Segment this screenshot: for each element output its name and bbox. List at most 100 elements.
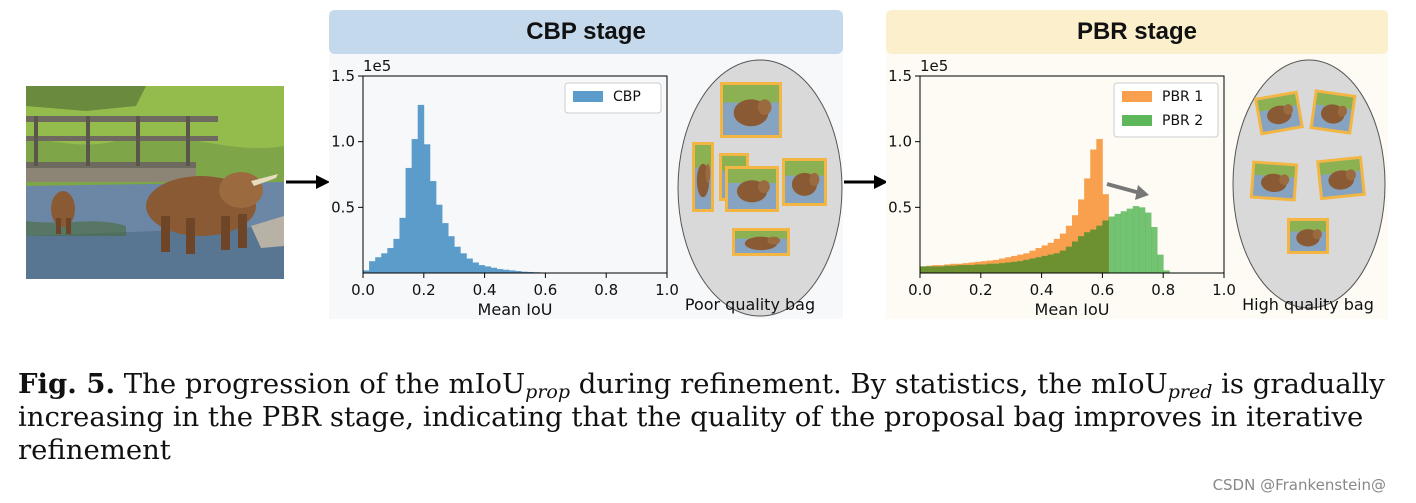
histogram-bar	[484, 266, 492, 273]
histogram-bar	[1096, 139, 1103, 273]
caption-text-3: is gradually increasing in the PBR stage…	[18, 368, 1385, 466]
x-tick-label: 0.4	[473, 281, 497, 299]
histogram-bar	[521, 271, 528, 273]
x-tick-label: 0.2	[969, 281, 993, 299]
high-bag-area: High quality bag	[1230, 58, 1388, 318]
proposal-box	[1254, 90, 1304, 136]
histogram-bar	[466, 258, 473, 273]
x-tick-label: 1.0	[1212, 281, 1236, 299]
overlap-bar	[992, 263, 1000, 273]
axes-frame	[362, 75, 668, 274]
pbr-stage-title: PBR stage	[1076, 18, 1198, 45]
proposal-box-cow-head	[705, 163, 711, 184]
legend-label: PBR 1	[1162, 89, 1203, 105]
overlap-bar	[974, 264, 982, 273]
x-tick-label: 1.0	[655, 281, 679, 299]
histogram-bar	[423, 144, 431, 273]
x-tick-label: 0.4	[1030, 281, 1054, 299]
overlap-bar	[1029, 258, 1036, 273]
histogram-bar	[515, 271, 522, 273]
legend-label: PBR 2	[1162, 113, 1203, 129]
overlap-bar	[986, 263, 994, 273]
proposal-box-grass	[728, 169, 776, 183]
figure-caption: Fig. 5. The progression of the mIoUprop …	[18, 368, 1403, 467]
histogram-bar	[375, 257, 382, 273]
proposal-box-grass	[695, 145, 711, 168]
x-tick-label: 0.8	[1151, 281, 1175, 299]
proposal-box-cow-head	[1345, 169, 1356, 181]
x-tick-label: 0.8	[594, 281, 618, 299]
histogram-bar	[435, 204, 443, 273]
cow-photo-image	[26, 86, 284, 279]
pbr-stage-header: PBR stage	[886, 10, 1388, 54]
legend-swatch	[1122, 91, 1152, 102]
poor-bag-label: Poor quality bag	[685, 295, 815, 314]
histogram-bar	[1084, 178, 1091, 273]
y-tick-label: 1.0	[331, 133, 355, 151]
overlap-bar	[932, 266, 939, 273]
proposal-box-cow-head	[1312, 229, 1322, 240]
proposal-box	[720, 82, 782, 138]
histogram-bar	[1151, 227, 1158, 273]
histogram-bar	[1132, 206, 1140, 273]
histogram-bar	[1114, 213, 1122, 273]
histogram-bar	[508, 270, 516, 273]
proposal-box-cow-head	[767, 236, 781, 245]
histogram-bar	[1090, 149, 1097, 273]
caption-subscript-pred: pred	[1167, 381, 1213, 403]
overlap-bar	[938, 266, 945, 273]
y-tick-label: 1.5	[331, 67, 355, 85]
cbp-stage-header: CBP stage	[329, 10, 843, 54]
y-tick-label: 1.0	[888, 133, 912, 151]
histogram-bar	[442, 223, 449, 273]
histogram-bar	[1138, 207, 1146, 273]
histogram-bar	[1163, 270, 1170, 273]
x-axis-label: Mean IoU	[1035, 300, 1110, 319]
input-photo	[26, 86, 284, 279]
proposal-box	[692, 142, 714, 212]
x-tick-label: 0.2	[412, 281, 436, 299]
proposal-box	[732, 228, 790, 256]
overlap-bar	[1053, 253, 1061, 273]
histogram-bar	[387, 248, 394, 273]
legend-swatch	[573, 91, 603, 102]
overlap-bar	[1065, 246, 1073, 273]
overlap-bar	[1102, 220, 1109, 273]
overlap-bar	[1041, 255, 1049, 273]
arrow-to-cbp	[286, 175, 330, 189]
x-tick-label: 0.0	[351, 281, 375, 299]
overlap-bar	[1090, 229, 1097, 273]
histogram-bar	[369, 261, 376, 273]
proposal-box	[1249, 160, 1299, 202]
overlap-bar	[1078, 236, 1085, 273]
histogram-bar	[448, 236, 455, 273]
overlap-bar	[1072, 241, 1079, 273]
proposal-box-cow-head	[757, 180, 770, 194]
poor-quality-bag-illustration: Poor quality bag	[677, 59, 843, 317]
histogram-bar	[496, 269, 504, 273]
caption-figure-label: Fig. 5.	[18, 368, 116, 400]
series-cbp	[363, 104, 577, 273]
caption-subscript-prop: prop	[525, 381, 571, 403]
overlap-bar	[920, 266, 927, 273]
proposal-box-cow-head	[1283, 104, 1294, 115]
overlap-bar	[999, 263, 1006, 273]
overlap-bar	[1023, 259, 1030, 273]
proposal-box-grass	[785, 161, 824, 176]
histogram-bar	[478, 265, 485, 273]
x-tick-label: 0.0	[908, 281, 932, 299]
histogram-bar	[527, 271, 534, 273]
histogram-bar	[1120, 211, 1128, 273]
cbp-stage-title: CBP stage	[526, 18, 646, 45]
histogram-bar	[417, 104, 425, 273]
legend-swatch	[1122, 115, 1152, 126]
proposal-box-cow-head	[1337, 105, 1348, 117]
shift-arrow-head	[1135, 185, 1149, 200]
y-tick-label: 0.5	[331, 198, 355, 216]
overlap-bar	[980, 264, 988, 273]
overlap-bar	[956, 265, 963, 273]
cbp-histogram: 0.0 0.2 0.4 0.6 0.8 1.0 0.5 1.0 1.5 1e5 Mean IoU CB…	[331, 57, 679, 319]
overlap-bar	[1047, 254, 1055, 273]
histogram-bar	[381, 253, 388, 273]
overlap-bar	[968, 265, 976, 273]
